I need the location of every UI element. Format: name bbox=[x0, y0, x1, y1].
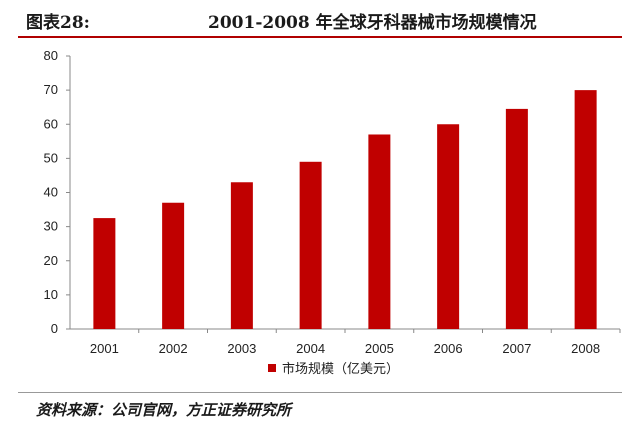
bar bbox=[93, 218, 116, 329]
y-tick-label: 10 bbox=[44, 287, 58, 302]
figure-header: 图表28: 2001-2008 年全球牙科器械市场规模情况 bbox=[0, 0, 640, 38]
y-tick-label: 50 bbox=[44, 150, 58, 165]
bar bbox=[230, 182, 253, 329]
figure-label: 图表28: bbox=[26, 13, 90, 33]
bar bbox=[368, 134, 391, 329]
y-tick-label: 30 bbox=[44, 219, 58, 234]
x-tick-label: 2004 bbox=[296, 341, 325, 356]
y-tick-label: 20 bbox=[44, 253, 58, 268]
chart-title: 2001-2008 年全球牙科器械市场规模情况 bbox=[208, 13, 537, 33]
x-tick-label: 2006 bbox=[434, 341, 463, 356]
x-tick-label: 2002 bbox=[159, 341, 188, 356]
x-tick-label: 2008 bbox=[571, 341, 600, 356]
footer-rule bbox=[18, 392, 622, 393]
bar bbox=[299, 161, 322, 329]
x-tick-label: 2007 bbox=[502, 341, 531, 356]
x-tick-label: 2001 bbox=[90, 341, 119, 356]
bar bbox=[162, 202, 185, 329]
y-tick-label: 70 bbox=[44, 82, 58, 97]
bar-chart: 0 10 20 30 40 50 60 70 80 2001 2002 2003 2004 2005 200… bbox=[44, 48, 621, 377]
legend-swatch bbox=[268, 364, 276, 372]
source-note: 资料来源：公司官网，方正证券研究所 bbox=[36, 401, 292, 419]
bar bbox=[574, 90, 597, 329]
bar bbox=[505, 108, 528, 329]
y-tick-label: 80 bbox=[44, 48, 58, 63]
x-tick-label: 2005 bbox=[365, 341, 394, 356]
y-tick-label: 0 bbox=[51, 321, 58, 336]
x-tick-label: 2003 bbox=[227, 341, 256, 356]
bar bbox=[437, 124, 460, 329]
legend-label: 市场规模（亿美元） bbox=[282, 361, 399, 377]
y-tick-label: 40 bbox=[44, 185, 58, 200]
y-tick-label: 60 bbox=[44, 116, 58, 131]
header-rule bbox=[18, 36, 622, 38]
